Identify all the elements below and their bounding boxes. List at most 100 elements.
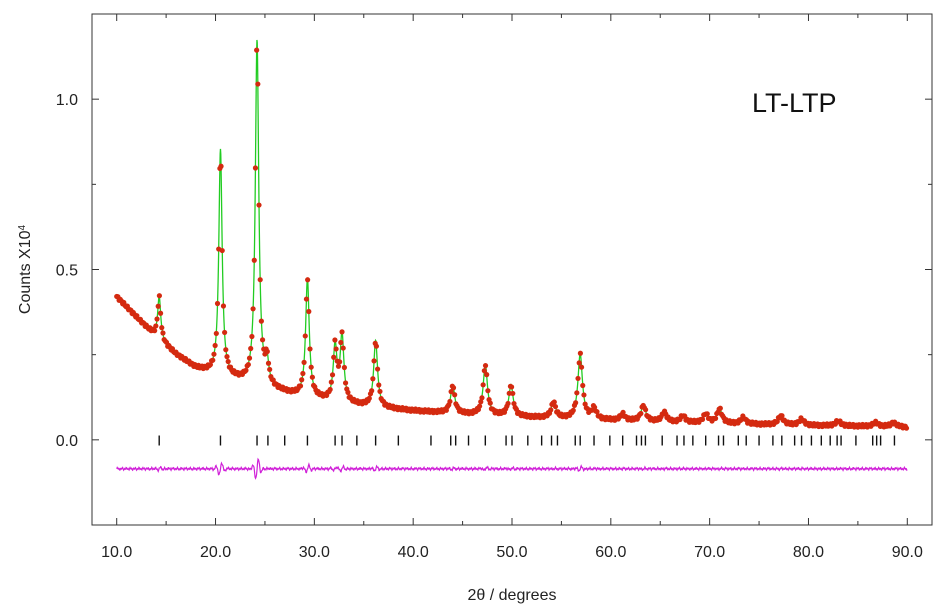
observed-point — [370, 376, 376, 382]
observed-point — [575, 375, 581, 382]
observed-point — [213, 330, 219, 337]
observed-point — [574, 390, 580, 396]
observed-point — [259, 337, 266, 343]
observed-point — [265, 360, 272, 366]
observed-point — [251, 257, 257, 263]
observed-point — [301, 359, 307, 365]
observed-point — [478, 399, 484, 405]
observed-point — [157, 310, 164, 316]
x-axis-label: 2θ / degrees — [468, 587, 557, 604]
observed-point — [264, 348, 270, 355]
observed-point — [341, 364, 347, 371]
observed-point — [250, 306, 256, 312]
observed-point — [329, 372, 336, 378]
observed-point — [376, 382, 382, 388]
x-tick-label: 80.0 — [793, 544, 824, 561]
observed-point — [299, 377, 305, 383]
observed-point — [306, 308, 312, 315]
observed-point — [717, 405, 723, 411]
observed-point — [335, 363, 342, 369]
observed-point — [509, 384, 515, 390]
observed-point — [327, 386, 333, 393]
reflection-markers — [158, 435, 896, 446]
y-axis-label: Counts X104 — [17, 224, 35, 314]
observed-point — [484, 372, 490, 378]
observed-point — [243, 367, 249, 373]
observed-point — [225, 358, 231, 365]
observed-point — [331, 354, 337, 360]
observed-point — [482, 363, 489, 369]
x-tick-labels: 10.0 20.0 30.0 40.0 50.0 60.0 70.0 80.0 90.0 — [101, 544, 923, 561]
observed-point — [638, 410, 644, 417]
y-tick-label: 1.0 — [56, 92, 78, 109]
observed-point — [222, 329, 228, 336]
observed-point — [223, 347, 229, 353]
observed-point — [309, 374, 315, 380]
observed-point — [345, 389, 351, 395]
x-tick-label: 40.0 — [398, 544, 429, 561]
observed-point — [452, 392, 458, 398]
observed-point — [308, 364, 314, 370]
observed-point — [594, 409, 600, 415]
observed-point — [152, 328, 158, 334]
observed-point — [245, 361, 251, 368]
observed-point — [212, 342, 218, 349]
observed-point — [373, 343, 380, 349]
observed-point — [577, 350, 583, 356]
observed-point — [779, 413, 785, 419]
observed-point — [480, 382, 486, 388]
x-tick-label: 60.0 — [595, 544, 626, 561]
observed-point — [256, 202, 262, 208]
observed-point — [211, 351, 217, 357]
observed-point — [481, 368, 487, 374]
observed-point — [257, 277, 263, 283]
observed-point — [774, 418, 780, 425]
observed-point — [270, 377, 276, 383]
observed-point — [214, 300, 221, 307]
observed-point — [580, 382, 586, 389]
y-axis-label-text: Counts X10 — [17, 230, 34, 314]
sample-label: LT-LTP — [752, 88, 837, 118]
observed-point — [476, 403, 483, 409]
observed-point — [375, 366, 381, 372]
observed-point — [342, 380, 349, 386]
observed-point — [305, 277, 311, 283]
y-tick-labels: 0.0 0.5 1.0 — [56, 92, 78, 450]
observed-point — [366, 395, 372, 401]
observed-point — [485, 388, 491, 394]
observed-point — [159, 325, 165, 331]
difference-line — [116, 457, 908, 480]
observed-point — [224, 354, 230, 360]
x-tick-label: 50.0 — [496, 544, 527, 561]
observed-point — [573, 400, 579, 406]
observed-point — [219, 247, 225, 254]
observed-point — [255, 81, 261, 87]
observed-point — [297, 383, 304, 389]
observed-point — [338, 339, 344, 346]
observed-point — [328, 379, 334, 385]
x-tick-label: 10.0 — [101, 544, 132, 561]
observed-point — [576, 360, 582, 366]
observed-point — [154, 316, 160, 322]
observed-point — [570, 407, 576, 413]
observed-point — [339, 329, 345, 335]
observed-point — [551, 399, 557, 405]
x-tick-label: 20.0 — [200, 544, 231, 561]
observed-point — [620, 409, 626, 415]
observed-point — [578, 364, 585, 370]
observed-point — [210, 357, 216, 363]
observed-point — [704, 411, 710, 417]
difference-curve — [116, 457, 908, 480]
observed-point — [160, 330, 166, 336]
observed-point — [333, 346, 339, 352]
observed-point — [505, 400, 511, 407]
observed-point — [332, 337, 338, 343]
observed-point — [248, 345, 254, 352]
observed-point — [699, 416, 706, 423]
observed-point — [307, 346, 313, 352]
observed-point — [581, 392, 587, 398]
observed-point — [300, 370, 306, 377]
observed-point — [207, 362, 213, 368]
observed-point — [254, 47, 260, 53]
